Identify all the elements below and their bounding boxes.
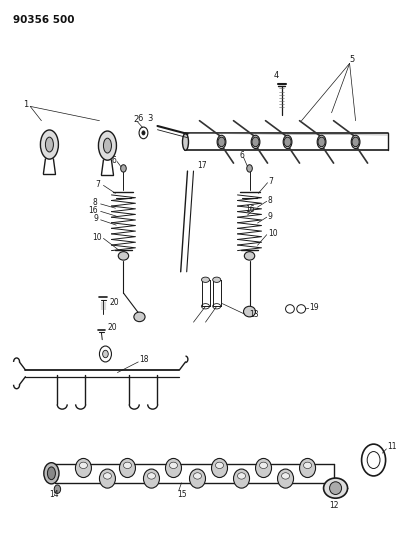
Ellipse shape (244, 252, 255, 260)
Ellipse shape (104, 473, 112, 479)
Ellipse shape (183, 133, 189, 150)
Ellipse shape (317, 135, 326, 149)
Circle shape (318, 137, 325, 147)
Text: 9: 9 (93, 214, 98, 223)
Text: 16: 16 (245, 205, 255, 214)
Ellipse shape (104, 138, 112, 153)
Ellipse shape (44, 463, 59, 484)
Ellipse shape (260, 462, 268, 469)
Ellipse shape (193, 473, 202, 479)
Ellipse shape (217, 135, 226, 149)
Ellipse shape (330, 482, 342, 495)
Ellipse shape (100, 469, 115, 488)
Ellipse shape (299, 458, 316, 478)
Text: 3: 3 (147, 114, 153, 123)
Text: 6: 6 (239, 151, 244, 160)
Ellipse shape (147, 473, 156, 479)
Text: 15: 15 (177, 490, 187, 499)
Text: 6: 6 (137, 114, 143, 123)
Text: 20: 20 (108, 323, 117, 332)
Ellipse shape (243, 306, 256, 317)
Ellipse shape (233, 469, 249, 488)
Text: 8: 8 (93, 198, 98, 207)
Ellipse shape (98, 131, 116, 160)
Text: 16: 16 (89, 206, 98, 215)
Ellipse shape (46, 137, 54, 152)
Ellipse shape (256, 458, 272, 478)
Text: 17: 17 (197, 161, 207, 170)
Ellipse shape (75, 458, 91, 478)
Text: 7: 7 (269, 177, 274, 186)
Ellipse shape (351, 135, 360, 149)
Ellipse shape (118, 252, 129, 260)
Ellipse shape (282, 473, 289, 479)
Ellipse shape (251, 135, 260, 149)
Text: 19: 19 (310, 303, 319, 312)
Text: 18: 18 (139, 355, 149, 364)
Text: 10: 10 (93, 233, 102, 242)
Circle shape (120, 165, 126, 172)
Ellipse shape (213, 277, 221, 282)
Text: 11: 11 (387, 442, 397, 451)
Ellipse shape (166, 458, 181, 478)
Ellipse shape (40, 130, 58, 159)
Ellipse shape (79, 462, 87, 469)
Circle shape (142, 131, 145, 135)
Text: 9: 9 (268, 212, 273, 221)
Text: 12: 12 (329, 500, 339, 510)
Circle shape (103, 350, 108, 358)
Text: 6: 6 (112, 156, 116, 165)
Ellipse shape (48, 467, 56, 480)
Ellipse shape (216, 462, 224, 469)
Ellipse shape (324, 478, 347, 498)
Circle shape (218, 137, 225, 147)
Ellipse shape (119, 458, 135, 478)
Ellipse shape (134, 312, 145, 321)
Text: 7: 7 (96, 180, 100, 189)
Text: 5: 5 (349, 55, 355, 64)
Text: 8: 8 (268, 196, 273, 205)
Ellipse shape (202, 277, 210, 282)
Text: 20: 20 (110, 298, 119, 307)
Circle shape (284, 137, 291, 147)
Text: 1: 1 (23, 100, 29, 109)
Ellipse shape (143, 469, 160, 488)
Ellipse shape (212, 458, 228, 478)
Ellipse shape (189, 469, 206, 488)
Text: 13: 13 (249, 310, 258, 319)
Circle shape (247, 165, 252, 172)
Ellipse shape (123, 462, 131, 469)
Ellipse shape (237, 473, 245, 479)
Ellipse shape (170, 462, 177, 469)
Circle shape (352, 137, 359, 147)
Text: 14: 14 (50, 490, 59, 499)
Text: 4: 4 (274, 71, 279, 80)
Circle shape (54, 485, 60, 494)
Text: 10: 10 (268, 229, 278, 238)
Ellipse shape (278, 469, 293, 488)
Text: 90356 500: 90356 500 (13, 15, 75, 25)
Text: 2: 2 (133, 115, 139, 124)
Ellipse shape (303, 462, 312, 469)
Ellipse shape (283, 135, 292, 149)
Circle shape (252, 137, 259, 147)
